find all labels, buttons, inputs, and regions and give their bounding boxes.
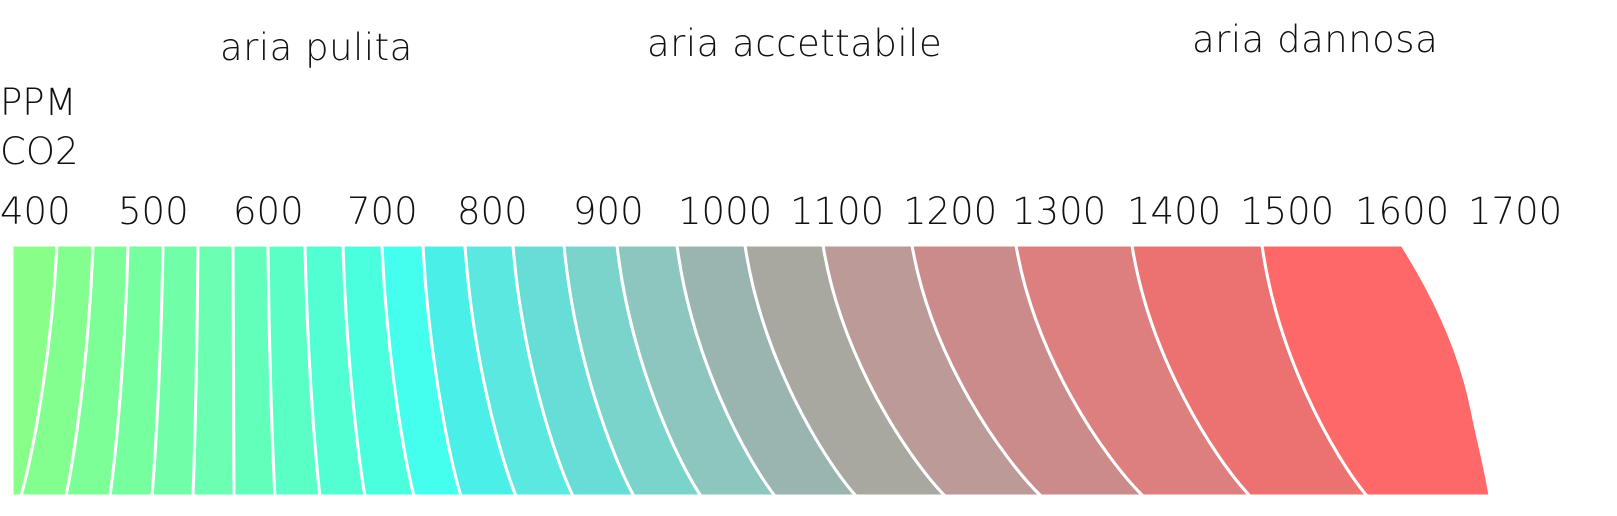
tick-1400: 1400 bbox=[1127, 190, 1222, 233]
tick-1100: 1100 bbox=[790, 190, 885, 233]
tick-1300: 1300 bbox=[1012, 190, 1107, 233]
tick-800: 800 bbox=[457, 190, 528, 233]
tick-700: 700 bbox=[347, 190, 418, 233]
tick-1500: 1500 bbox=[1240, 190, 1335, 233]
zone-label-acceptable: aria accettabile bbox=[647, 22, 943, 65]
tick-1200: 1200 bbox=[903, 190, 998, 233]
tick-1000: 1000 bbox=[678, 190, 773, 233]
tick-400: 400 bbox=[0, 190, 71, 233]
tick-1600: 1600 bbox=[1355, 190, 1450, 233]
tick-500: 500 bbox=[118, 190, 189, 233]
tick-900: 900 bbox=[573, 190, 644, 233]
tick-1700: 1700 bbox=[1468, 190, 1563, 233]
unit-label-co2: CO2 bbox=[0, 130, 79, 173]
zone-label-clean: aria pulita bbox=[220, 26, 413, 69]
tick-600: 600 bbox=[233, 190, 304, 233]
zone-label-harmful: aria dannosa bbox=[1192, 18, 1439, 61]
color-band-1500 bbox=[1260, 243, 1492, 498]
unit-label-ppm: PPM bbox=[0, 81, 77, 124]
color-band-650 bbox=[191, 243, 236, 498]
